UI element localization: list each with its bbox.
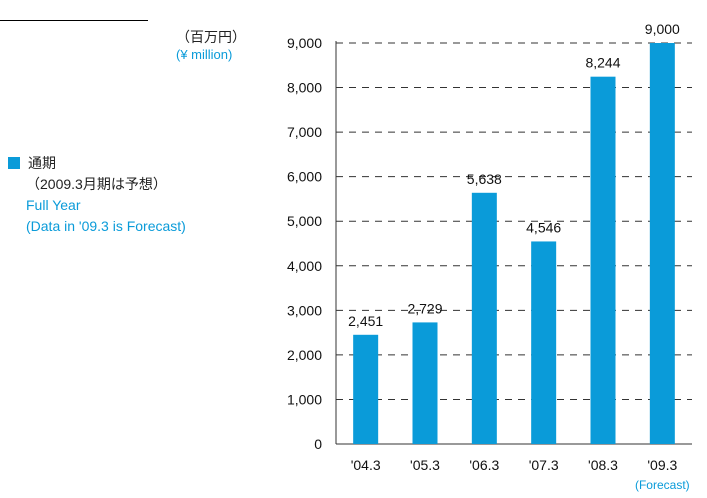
data-label: 4,546 (526, 219, 561, 235)
x-tick-label: '09.3 (647, 457, 677, 473)
y-tick-label: 2,000 (287, 347, 322, 363)
x-tick-label: '05.3 (410, 457, 440, 473)
legend: 通期 （2009.3月期は予想） Full Year (Data in '09.… (8, 153, 186, 237)
y-tick-label: 7,000 (287, 124, 322, 140)
data-label: 2,729 (407, 300, 442, 316)
y-tick-label: 4,000 (287, 258, 322, 274)
bar (353, 334, 379, 444)
bar (649, 43, 675, 444)
data-label: 9,000 (645, 21, 680, 37)
y-tick-label: 6,000 (287, 169, 322, 185)
data-label: 8,244 (585, 55, 620, 71)
bar (412, 322, 438, 444)
legend-note-en: (Data in '09.3 is Forecast) (26, 218, 186, 234)
legend-note-jp: （2009.3月期は予想） (26, 176, 167, 192)
unit-label-en: (¥ million) (176, 47, 233, 62)
unit-label-jp: （百万円） (176, 29, 246, 45)
bar (531, 241, 557, 444)
y-tick-label: 0 (314, 436, 322, 452)
legend-label-en: Full Year (26, 197, 81, 213)
x-tick-label: '08.3 (588, 457, 618, 473)
y-tick-label: 5,000 (287, 213, 322, 229)
header-rule (0, 20, 148, 21)
legend-entry: 通期 (8, 153, 186, 174)
legend-label-jp: 通期 (28, 155, 56, 171)
x-tick-label: '06.3 (469, 457, 499, 473)
y-tick-label: 1,000 (287, 391, 322, 407)
y-tick-label: 8,000 (287, 80, 322, 96)
x-tick-label: '04.3 (351, 457, 381, 473)
x-tick-label: '07.3 (529, 457, 559, 473)
forecast-note: (Forecast) (635, 478, 690, 492)
data-label: 2,451 (348, 313, 383, 329)
y-tick-label: 9,000 (287, 35, 322, 51)
bar (590, 76, 616, 445)
y-tick-label: 3,000 (287, 302, 322, 318)
bar (471, 192, 497, 444)
data-label: 5,638 (467, 171, 502, 187)
legend-swatch (8, 157, 20, 169)
